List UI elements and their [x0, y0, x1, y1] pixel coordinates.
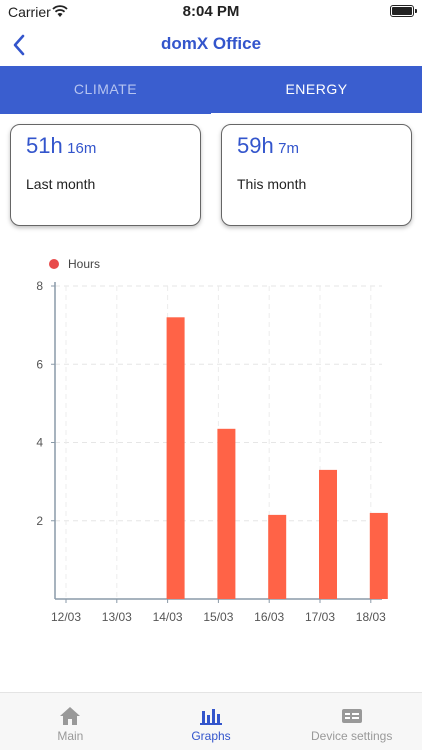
tab-bar-main-label: Main: [57, 729, 84, 743]
home-icon: [60, 707, 81, 725]
x-tick-label: 17/03: [305, 610, 335, 624]
legend-marker: [49, 259, 59, 269]
tab-bar-graphs-label: Graphs: [191, 729, 231, 743]
tab-bar-main[interactable]: Main: [0, 693, 141, 750]
wifi-icon: [52, 5, 68, 17]
bar: [268, 514, 287, 599]
last-month-minutes: 16m: [67, 140, 97, 157]
tab-energy[interactable]: ENERGY: [211, 66, 422, 116]
navigation-bar: domX Office: [0, 24, 422, 66]
x-tick-label: 16/03: [254, 610, 284, 624]
bottom-tab-bar: Main Graphs Device settings: [0, 692, 422, 750]
x-tick-label: 18/03: [356, 610, 386, 624]
back-chevron-icon[interactable]: [6, 30, 36, 60]
bar: [319, 469, 337, 599]
legend-label: Hours: [68, 257, 100, 271]
status-time: 8:04 PM: [182, 3, 240, 20]
summary-cards: 51h 16m Last month 59h 7m This month: [10, 124, 412, 226]
this-month-value: 59h 7m: [237, 133, 299, 159]
last-month-hours: 51h: [26, 133, 63, 158]
bar-chart-icon: [200, 709, 222, 725]
y-tick-label: 4: [36, 436, 43, 450]
y-tick-label: 2: [36, 514, 43, 528]
tab-bar-device-settings-label: Device settings: [310, 729, 393, 743]
y-tick-label: 6: [36, 357, 43, 371]
segment-tabs: CLIMATE ENERGY: [0, 66, 422, 116]
carrier-label: Carrier: [8, 4, 51, 20]
status-bar: Carrier 8:04 PM: [0, 0, 422, 24]
device-settings-icon: [341, 709, 362, 723]
last-month-card: 51h 16m Last month: [10, 124, 201, 226]
battery-icon: [390, 5, 417, 17]
tab-climate[interactable]: CLIMATE: [73, 81, 138, 97]
x-tick-label: 13/03: [102, 610, 132, 624]
this-month-minutes: 7m: [278, 140, 300, 157]
x-tick-label: 15/03: [203, 610, 233, 624]
last-month-value: 51h 16m: [26, 133, 96, 159]
tab-bar-device-settings[interactable]: Device settings: [281, 693, 422, 750]
this-month-label: This month: [237, 176, 307, 192]
tab-bar-graphs[interactable]: Graphs: [141, 693, 282, 750]
y-tick-label: 8: [36, 279, 43, 293]
x-tick-label: 14/03: [153, 610, 183, 624]
bar: [217, 428, 236, 599]
page-title: domX Office: [160, 34, 262, 53]
this-month-card: 59h 7m This month: [221, 124, 412, 226]
bar: [166, 317, 185, 599]
bar: [369, 512, 388, 599]
this-month-hours: 59h: [237, 133, 274, 158]
last-month-label: Last month: [26, 176, 96, 192]
x-tick-label: 12/03: [51, 610, 81, 624]
hours-bar-chart: 2 4 6 8 12/03 13/03 14/03 15/03 16/03 17/03 18/03 H…: [36, 257, 388, 624]
